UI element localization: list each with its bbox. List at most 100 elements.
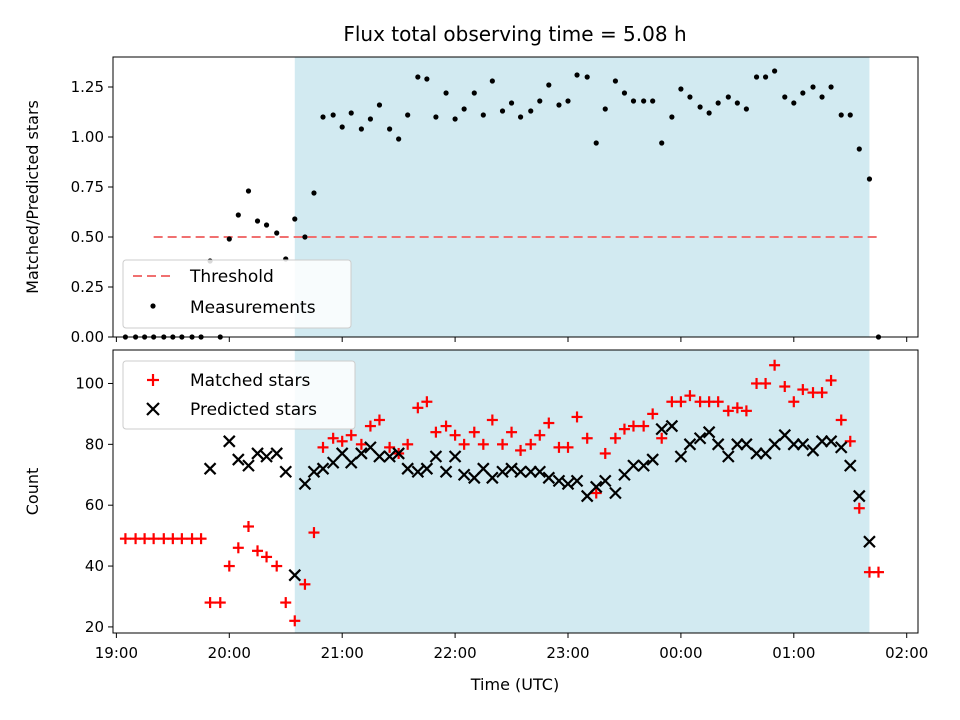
matched-star-point — [675, 396, 687, 408]
matched-star-point — [684, 390, 696, 402]
measurement-point — [819, 94, 825, 100]
measurement-point — [630, 98, 637, 104]
predicted-star-point — [674, 450, 688, 463]
matched-star-point — [412, 402, 424, 414]
measurement-point — [235, 212, 241, 218]
matched-star-point — [430, 426, 442, 438]
matched-star-point — [280, 597, 292, 609]
measurement-point — [499, 108, 506, 114]
predicted-star-point — [448, 450, 462, 463]
measurement-point — [528, 108, 534, 114]
measurement-point — [415, 74, 421, 80]
matched-star-point — [364, 420, 376, 432]
measurement-point — [602, 106, 608, 112]
matched-star-point — [656, 432, 668, 444]
measurement-point — [461, 106, 467, 112]
measurement-point — [320, 114, 326, 120]
legend-threshold-label: Threshold — [189, 267, 274, 287]
matched-star-point — [252, 545, 264, 557]
matched-star-point — [740, 405, 752, 417]
measurement-point — [650, 98, 656, 104]
measurement-point — [471, 90, 477, 96]
predicted-star-point — [552, 474, 566, 488]
top-shaded-span — [294, 57, 870, 337]
predicted-star-point — [655, 422, 668, 436]
measurement-point — [311, 190, 317, 196]
matched-star-point — [638, 420, 650, 432]
matched-star-point — [458, 438, 470, 450]
x-tick-label: 22:00 — [433, 644, 476, 662]
predicted-star-point — [344, 456, 358, 469]
measurement-point — [339, 124, 345, 130]
matched-star-point — [477, 438, 489, 450]
predicted-star-point — [411, 465, 425, 478]
measurement-point — [866, 176, 873, 182]
predicted-star-point — [627, 459, 640, 472]
x-tick-label: 00:00 — [659, 644, 702, 662]
measurement-point — [443, 90, 449, 96]
predicted-star-point — [486, 471, 499, 485]
top-y-ticks: 0.00 0.25 0.50 0.75 1.00 1.25 — [71, 78, 113, 346]
matched-star-point — [769, 359, 781, 371]
matched-star-point — [788, 396, 800, 408]
measurement-point — [856, 146, 862, 152]
predicted-star-point — [439, 465, 453, 478]
predicted-star-point — [863, 535, 876, 548]
matched-star-point — [618, 423, 630, 435]
measurement-point — [659, 140, 665, 146]
measurement-point — [753, 74, 760, 80]
measurement-point — [669, 114, 675, 120]
predicted-star-point — [702, 425, 716, 439]
matched-star-point — [402, 438, 414, 450]
matched-star-point — [373, 414, 385, 426]
matched-star-point — [345, 429, 357, 441]
y-tick-label: 1.25 — [71, 78, 104, 96]
x-tick-label: 02:00 — [885, 644, 928, 662]
measurement-point — [706, 110, 712, 116]
top-x-ticks — [115, 337, 908, 342]
predicted-star-point — [542, 471, 556, 485]
measurement-point — [480, 112, 486, 118]
measurement-point — [556, 102, 562, 108]
measurement-point — [725, 94, 731, 100]
measurement-point — [292, 216, 298, 222]
bottom-y-ticks: 20 40 60 80 100 — [75, 374, 113, 636]
matched-star-point — [853, 502, 865, 514]
measurement-point — [810, 84, 816, 90]
legend-predicted-label: Predicted stars — [190, 400, 317, 420]
predicted-star-point — [355, 447, 368, 460]
bottom-panel: 20 40 60 80 100 19:00 20:00 21:00 22:00 23:00 00:… — [23, 349, 928, 694]
matched-star-point — [534, 429, 546, 441]
predicted-star-point — [683, 438, 697, 451]
predicted-star-point — [843, 459, 857, 472]
legend-matched-label: Matched stars — [190, 371, 310, 391]
matched-star-point — [581, 432, 593, 444]
measurement-point — [226, 236, 232, 242]
predicted-star-point — [429, 450, 443, 463]
top-y-axis-label: Matched/Predicted stars — [23, 100, 42, 294]
matched-star-point — [506, 426, 518, 438]
top-legend: Threshold Measurements — [122, 259, 352, 329]
measurement-point — [584, 74, 590, 80]
matched-star-point — [779, 381, 791, 393]
x-tick-label: 20:00 — [208, 644, 251, 662]
x-tick-label: 19:00 — [95, 644, 138, 662]
measurement-point — [546, 82, 552, 88]
predicted-star-point — [383, 450, 396, 463]
matched-star-point — [816, 387, 828, 399]
predicted-star-point — [270, 447, 283, 460]
legend-measurements-label: Measurements — [190, 298, 316, 318]
predicted-star-point — [533, 465, 547, 478]
measurement-point — [743, 106, 749, 112]
predicted-star-point — [796, 438, 810, 451]
x-tick-label: 23:00 — [546, 644, 589, 662]
predicted-star-point — [750, 447, 763, 460]
matched-star-point — [317, 441, 329, 453]
top-legend-box — [122, 259, 352, 329]
measurement-point — [715, 100, 721, 106]
matched-star-point — [543, 417, 555, 429]
measurement-point — [263, 222, 270, 228]
top-axes-frame — [112, 56, 919, 338]
measurement-point — [828, 84, 834, 90]
measurement-point — [274, 230, 280, 236]
